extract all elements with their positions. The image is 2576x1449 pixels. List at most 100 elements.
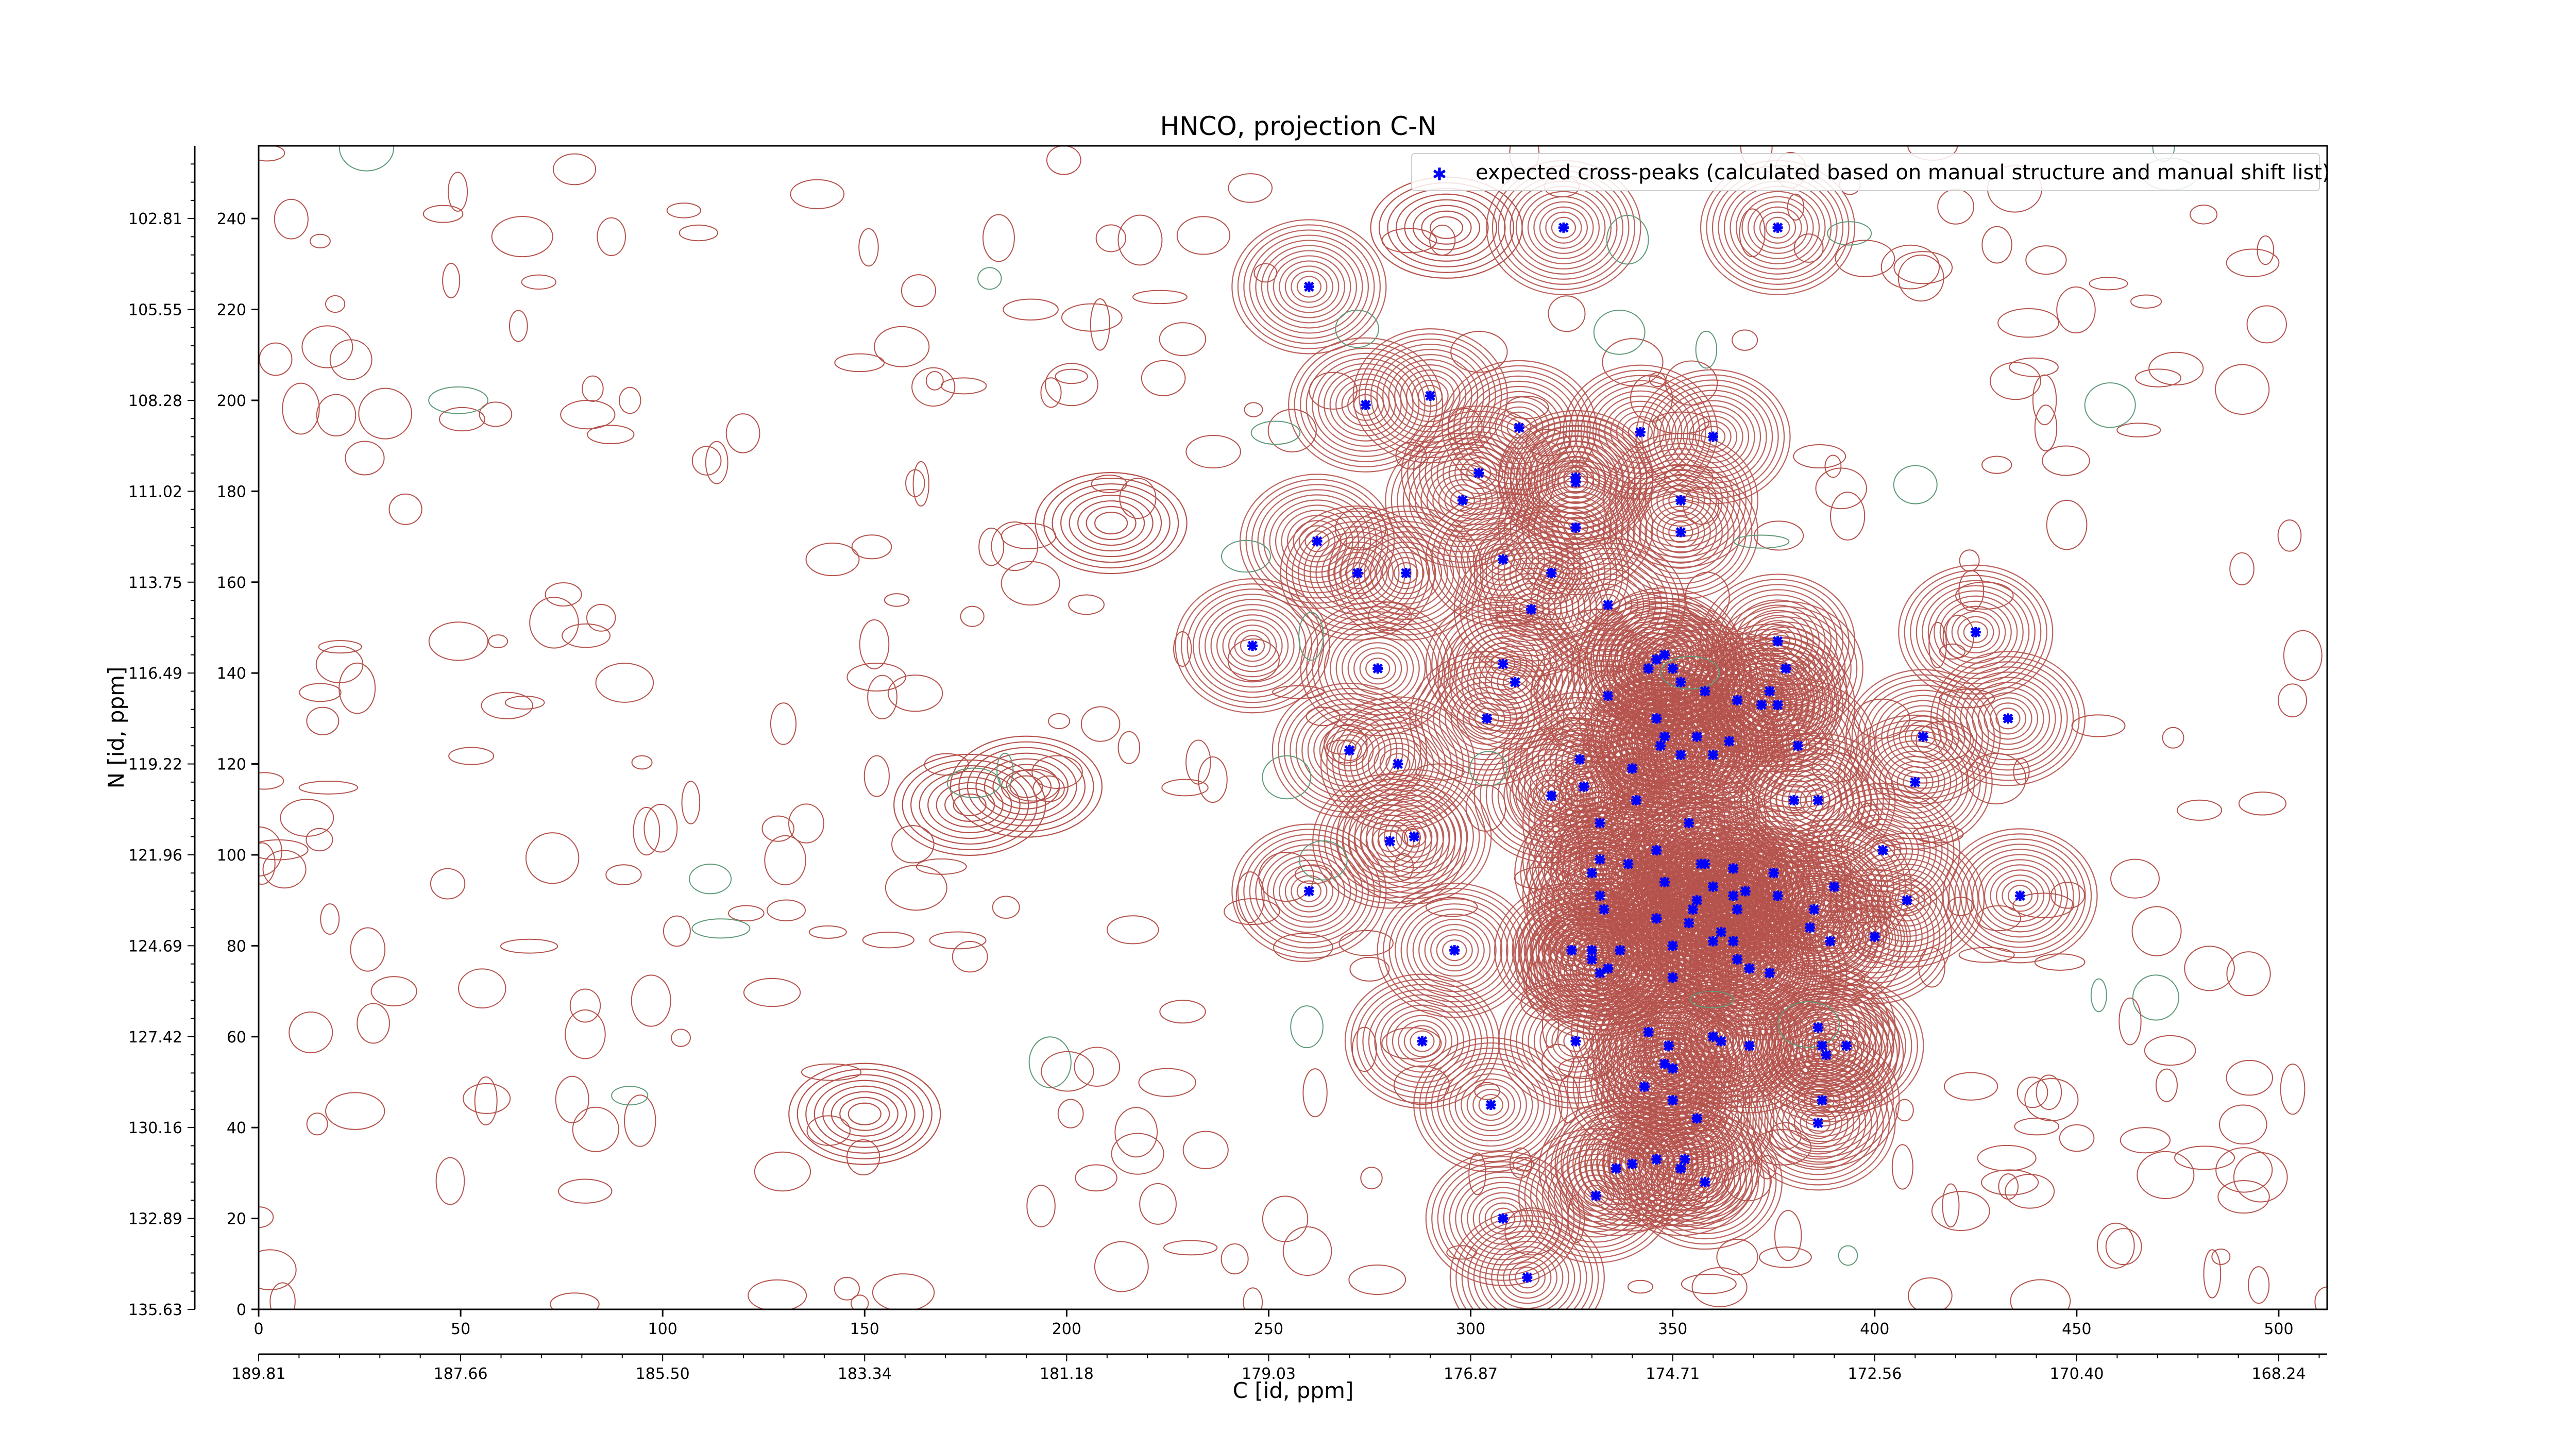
noise-contour <box>1724 1161 1772 1202</box>
peak-contour <box>1753 206 1802 249</box>
peak-contour <box>1509 759 1594 833</box>
noise-contour <box>1602 338 1664 386</box>
peak-marker <box>1667 972 1678 983</box>
noise-contour <box>1001 561 1060 606</box>
peak-marker <box>1667 1095 1678 1106</box>
peak-marker <box>1546 790 1557 801</box>
peak-contour <box>1504 465 1648 591</box>
noise-contour <box>2116 423 2161 437</box>
peak-contour <box>1616 695 1713 779</box>
noise-contour <box>1593 309 1646 355</box>
peak-contour <box>1273 860 1345 923</box>
noise-contour <box>1032 775 1065 802</box>
peak-contour <box>1637 1117 1733 1202</box>
peak-contour <box>1347 642 1408 695</box>
peak-contour <box>1765 630 1790 652</box>
noise-contour <box>1787 193 1805 221</box>
noise-contour <box>428 621 488 661</box>
peak-contour <box>1237 829 1381 954</box>
peak-marker <box>1425 391 1436 401</box>
peak-contour <box>1485 1241 1569 1309</box>
noise-contour <box>479 401 513 427</box>
peak-marker <box>1393 759 1403 769</box>
peak-contour <box>1290 698 1410 803</box>
y-tick-label: 240 <box>217 210 246 228</box>
noise-contour <box>1119 478 1157 519</box>
noise-contour <box>1132 290 1188 305</box>
noise-contour <box>679 224 718 242</box>
peak-contour <box>1621 847 1765 972</box>
x-ppm-tick-label: 176.87 <box>1444 1365 1498 1383</box>
noise-contour <box>1421 210 1472 245</box>
noise-contour <box>631 974 671 1027</box>
peak-contour <box>1425 426 1533 520</box>
peak-contour <box>1503 531 1600 615</box>
x-axis-id: 0 50 100 150 200 250 300 350 400 450 500 <box>253 1309 2294 1338</box>
peak-contour <box>1437 606 1569 721</box>
noise-contour <box>2162 727 2184 749</box>
peak-marker <box>1805 922 1816 933</box>
peak-contour <box>1676 405 1750 468</box>
noise-contour <box>1474 1082 1500 1100</box>
peak-marker <box>1570 522 1581 533</box>
noise-contour <box>1057 1099 1084 1128</box>
noise-contour <box>991 521 1039 571</box>
noise-contour <box>831 1091 899 1137</box>
peak-contour <box>1393 562 1419 584</box>
x-tick-label: 400 <box>1860 1320 1889 1338</box>
noise-contour <box>2203 1249 2222 1299</box>
peak-contour <box>1963 621 1988 643</box>
noise-contour <box>1713 938 1733 979</box>
noise-contour <box>924 753 969 776</box>
x-ppm-tick-label: 183.34 <box>838 1365 892 1383</box>
peak-marker <box>1716 1036 1726 1047</box>
peak-contour <box>1954 838 2086 953</box>
peak-marker <box>1651 845 1662 856</box>
noise-contour <box>1695 330 1718 369</box>
peak-contour <box>1406 375 1455 417</box>
noise-contour <box>306 706 340 735</box>
noise-contour <box>1429 224 1456 256</box>
peak-contour <box>1324 368 1408 442</box>
noise-contour <box>2135 368 2182 387</box>
peak-contour <box>1676 1005 1750 1068</box>
peak-contour <box>1436 934 1473 967</box>
noise-contour <box>1958 947 2015 963</box>
noise-contour <box>846 663 906 692</box>
noise-contour <box>1966 753 2026 805</box>
noise-contour <box>269 1282 296 1309</box>
noise-contour <box>1326 739 1357 755</box>
noise-contour <box>2219 1104 2267 1145</box>
peak-contour <box>1479 1236 1575 1309</box>
noise-contour <box>500 938 558 954</box>
noise-contour <box>1381 1027 1442 1060</box>
noise-contour <box>2042 445 2090 476</box>
peak-contour <box>1622 416 1659 448</box>
peak-marker <box>1764 968 1775 979</box>
peak-marker <box>1910 777 1921 787</box>
peak-marker <box>1728 936 1739 947</box>
peak-contour <box>1823 798 1943 903</box>
peak-marker <box>1902 895 1912 906</box>
peak-marker <box>1700 686 1710 697</box>
noise-contour <box>2248 1266 2270 1304</box>
noise-contour <box>728 905 765 922</box>
peak-marker <box>1498 554 1509 565</box>
noise-contour <box>925 370 944 391</box>
noise-contour <box>2014 1117 2060 1136</box>
noise-contour <box>2105 1228 2142 1266</box>
peak-marker <box>1522 1272 1533 1283</box>
peak-contour <box>1348 804 1432 878</box>
peak-contour <box>1456 692 1517 745</box>
peak-marker <box>1485 1100 1496 1110</box>
noise-contour <box>282 382 320 435</box>
noise-contour <box>357 1003 390 1044</box>
noise-contour <box>1998 1173 2019 1200</box>
peak-contour <box>1472 1088 1510 1121</box>
x-tick-label: 200 <box>1052 1320 1081 1338</box>
peak-marker <box>1772 699 1783 710</box>
noise-contour <box>1830 492 1866 541</box>
noise-contour <box>1939 643 1965 660</box>
noise-contour <box>1185 435 1241 469</box>
peak-contour <box>1845 669 2001 804</box>
